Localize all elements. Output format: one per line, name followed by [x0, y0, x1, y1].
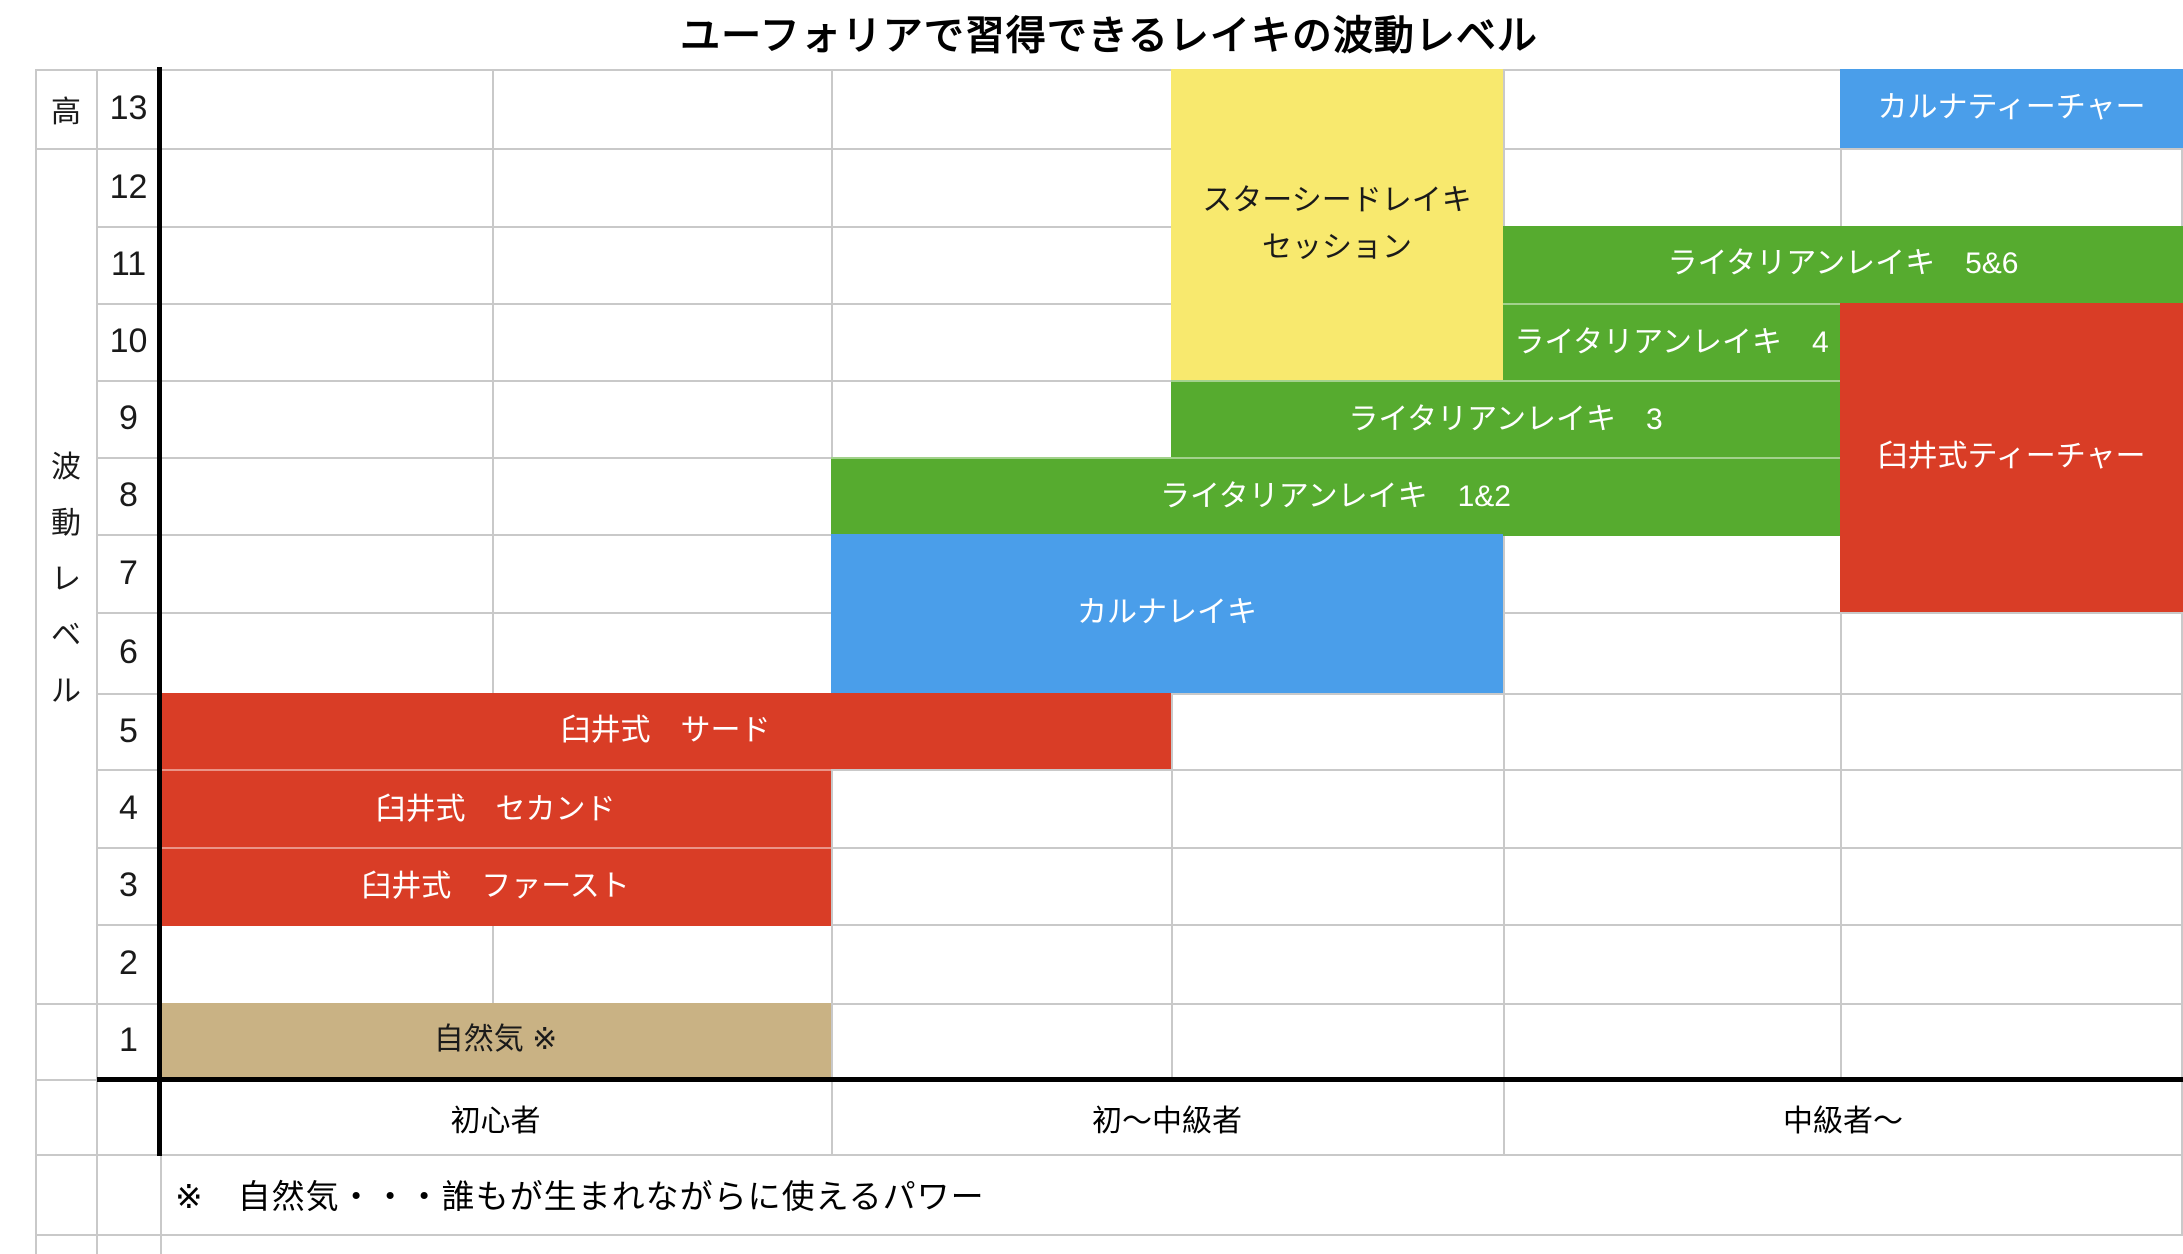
- gridline-vertical: [35, 69, 37, 1254]
- gridline-vertical: [492, 69, 494, 1077]
- level-number-3: 3: [119, 866, 138, 904]
- level-number-2: 2: [119, 944, 138, 982]
- y-axis-title-char: 動: [51, 506, 81, 540]
- level-number-5: 5: [119, 711, 138, 750]
- x-label-beginner-intermediate: 初〜中級者: [1092, 1105, 1242, 1138]
- level-number-1: 1: [119, 1020, 138, 1059]
- gridline-horizontal: [97, 769, 2183, 771]
- level-number-13: 13: [109, 89, 148, 127]
- x-label-intermediate-plus: 中級者〜: [1783, 1105, 1903, 1138]
- gridline-vertical: [160, 1156, 162, 1254]
- level-number-6: 6: [119, 633, 138, 671]
- footnote-text: ※ 自然気・・・誰もが生まれながらに使えるパワー: [175, 1178, 985, 1215]
- y-axis-title-char: ベ: [51, 618, 81, 652]
- x-axis-line: [97, 1077, 2183, 1082]
- level-number-12: 12: [109, 167, 148, 206]
- level-number-10: 10: [109, 322, 148, 360]
- karuna-reiki-block: カルナレイキ: [831, 534, 1503, 693]
- gridline-horizontal: [97, 380, 2183, 382]
- level-number-8: 8: [119, 476, 138, 514]
- lightarian-reiki-1-2-block: ライタリアンレイキ 1&2: [831, 457, 1840, 536]
- gridline-vertical: [96, 69, 98, 1254]
- lightarian-reiki-3-block: ライタリアンレイキ 3: [1171, 380, 1840, 459]
- gridline-horizontal: [97, 847, 2183, 849]
- y-axis-title-char: 波: [51, 450, 81, 484]
- gridline-vertical: [1503, 1082, 1505, 1154]
- karuna-teacher-block: カルナティーチャー: [1840, 69, 2183, 148]
- gridline-horizontal: [97, 303, 2183, 305]
- level-number-11: 11: [110, 245, 147, 283]
- gridline-horizontal: [35, 69, 2183, 71]
- usui-first-block: 臼井式 ファースト: [160, 847, 831, 926]
- y-axis-line: [157, 67, 162, 1156]
- usui-second-block: 臼井式 セカンド: [160, 769, 831, 849]
- gridline-horizontal: [35, 1234, 2183, 1236]
- y-axis-title-vertical: 波動レベル: [35, 148, 97, 1003]
- gridline-horizontal: [35, 148, 2183, 150]
- gridline-vertical: [831, 1082, 833, 1154]
- chart-title: ユーフォリアで習得できるレイキの波動レベル: [680, 14, 1538, 58]
- level-number-9: 9: [119, 399, 138, 437]
- lightarian-reiki-5-6-block: ライタリアンレイキ 5&6: [1503, 226, 2183, 303]
- gridline-vertical: [2181, 69, 2183, 1234]
- gridline-horizontal: [97, 226, 2183, 228]
- shizenki-block: 自然気 ※: [160, 1003, 831, 1077]
- level-number-7: 7: [119, 553, 138, 592]
- lightarian-reiki-4-block: ライタリアンレイキ 4: [1503, 303, 1840, 382]
- usui-teacher-block: 臼井式ティーチャー: [1840, 303, 2183, 612]
- x-label-beginner: 初心者: [450, 1105, 541, 1138]
- y-axis-high-label: 高: [51, 95, 81, 129]
- gridline-horizontal: [35, 1003, 2183, 1005]
- y-axis-title-char: レ: [51, 562, 81, 596]
- gridline-vertical: [1503, 69, 1505, 1077]
- level-number-4: 4: [119, 788, 138, 827]
- starseed-reiki-session-block: スターシードレイキ セッション: [1171, 69, 1503, 380]
- gridline-horizontal: [35, 1079, 97, 1081]
- usui-third-block: 臼井式 サード: [160, 693, 1171, 769]
- gridline-horizontal: [97, 924, 2183, 926]
- gridline-horizontal: [35, 1154, 2183, 1156]
- y-axis-title-char: ル: [51, 674, 81, 708]
